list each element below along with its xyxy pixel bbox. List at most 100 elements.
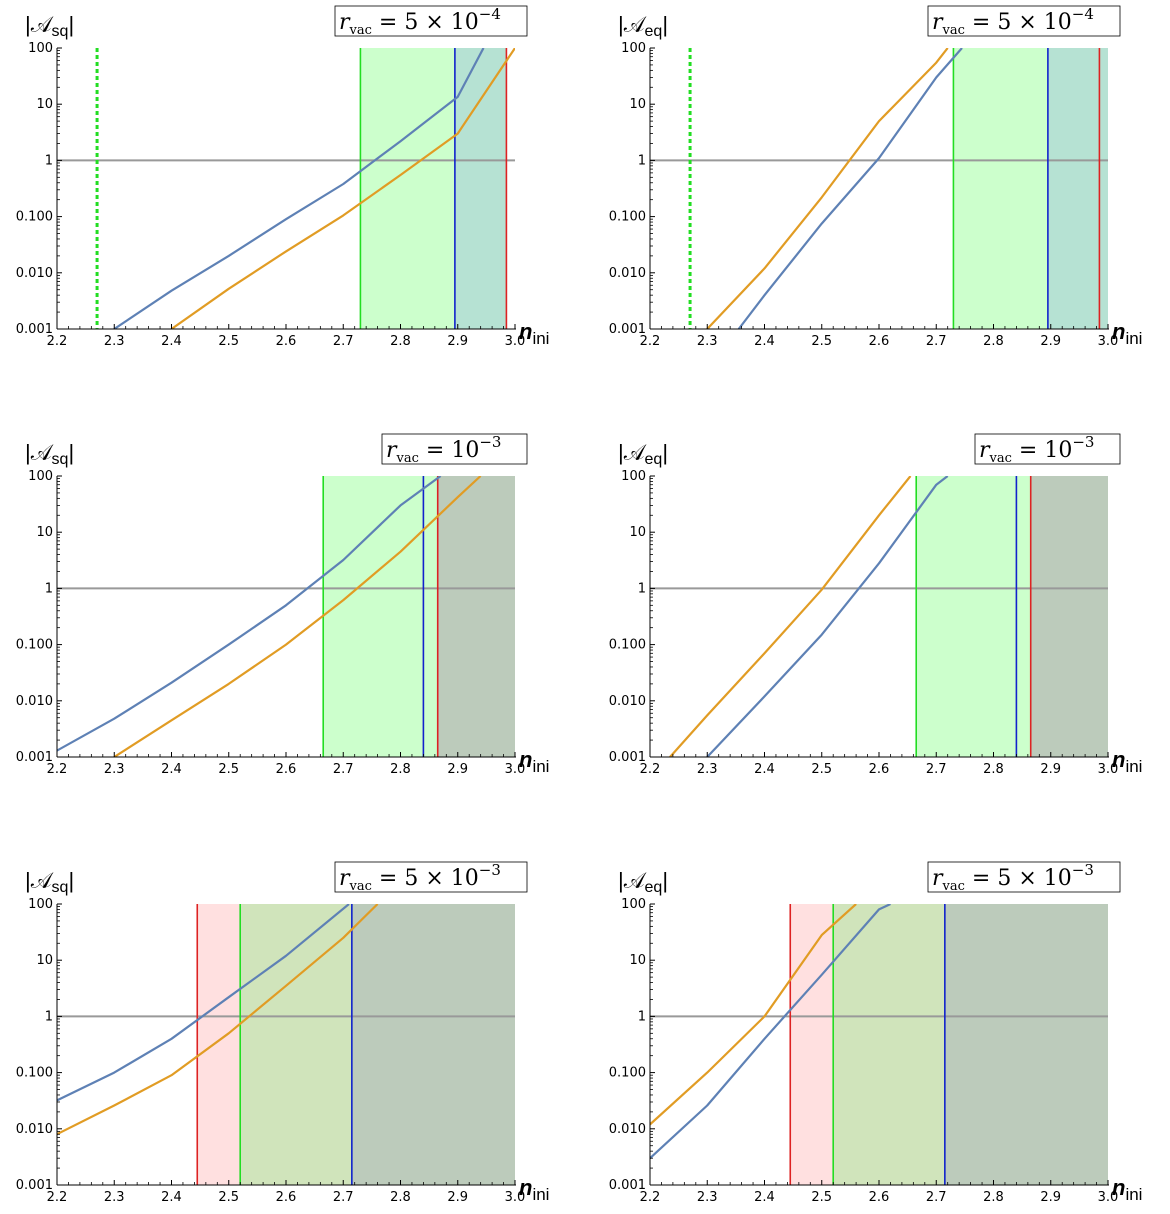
y-tick-label: 10	[36, 525, 53, 540]
x-axis-label: nini	[519, 747, 549, 776]
shaded-region-2	[240, 904, 352, 1185]
shaded-region-3	[944, 904, 1108, 1185]
x-tick-label: 2.7	[333, 762, 354, 777]
x-axis-label: nini	[1112, 747, 1142, 776]
x-tick-label: 2.6	[276, 1190, 297, 1205]
x-tick-label: 2.8	[390, 762, 411, 777]
y-tick-label: 0.010	[609, 266, 646, 281]
curve-2	[113, 476, 482, 757]
x-tick-label: 2.4	[754, 334, 775, 349]
shaded-region-3	[351, 904, 515, 1185]
x-tick-label: 2.9	[447, 1190, 468, 1205]
curve-2	[57, 904, 379, 1136]
x-axis-label: nini	[519, 1175, 549, 1204]
shaded-region-2	[833, 904, 945, 1185]
y-axis-label: |𝒜eq|	[618, 868, 668, 896]
x-tick-label: 2.3	[697, 762, 718, 777]
x-tick-label: 2.7	[926, 762, 947, 777]
annotation-label: rvac = 5 × 10−4	[932, 5, 1094, 38]
shaded-region-2	[1030, 476, 1108, 757]
x-tick-label: 2.2	[640, 762, 661, 777]
x-tick-label: 2.9	[1040, 762, 1061, 777]
x-tick-label: 2.2	[640, 334, 661, 349]
panel-3: 2.2 2.3 2.4 2.5 2.6 2.7 2.8 2.9 3.0 0.001 0.010 0.1…	[16, 433, 550, 777]
y-tick-label: 10	[36, 953, 53, 968]
x-tick-label: 2.6	[276, 762, 297, 777]
x-tick-label: 2.4	[161, 1190, 182, 1205]
y-tick-label: 10	[629, 953, 646, 968]
y-tick-label: 0.100	[16, 638, 53, 653]
annotation-box	[974, 433, 1121, 465]
annotation-box	[927, 861, 1121, 893]
x-tick-label: 3.0	[505, 1190, 526, 1205]
x-tick-label: 2.3	[697, 1190, 718, 1205]
x-tick-label: 2.3	[697, 334, 718, 349]
annotation-label: rvac = 5 × 10−3	[339, 861, 501, 894]
panel-4: 2.2 2.3 2.4 2.5 2.6 2.7 2.8 2.9 3.0 0.001 0.010 0.1…	[609, 433, 1143, 777]
shaded-region-2	[437, 476, 515, 757]
x-tick-label: 2.8	[983, 762, 1004, 777]
y-tick-label: 0.100	[609, 638, 646, 653]
x-tick-label: 2.7	[333, 334, 354, 349]
annotation-label: rvac = 10−3	[979, 433, 1094, 466]
x-tick-label: 2.6	[869, 762, 890, 777]
annotation-box	[334, 5, 528, 37]
y-tick-label: 0.010	[609, 694, 646, 709]
x-tick-label: 2.9	[1040, 334, 1061, 349]
x-tick-label: 2.4	[754, 762, 775, 777]
x-tick-label: 2.7	[333, 1190, 354, 1205]
y-tick-label: 1	[638, 1009, 646, 1024]
x-tick-label: 2.6	[869, 1190, 890, 1205]
y-tick-label: 1	[45, 1009, 53, 1024]
x-tick-label: 3.0	[1098, 334, 1119, 349]
shaded-region-1	[790, 904, 834, 1185]
y-tick-label: 0.010	[16, 694, 53, 709]
annotation-box	[334, 861, 528, 893]
panel-1: 2.2 2.3 2.4 2.5 2.6 2.7 2.8 2.9 3.0 0.001 0.010 0.1…	[16, 5, 550, 349]
y-tick-label: 0.001	[16, 750, 53, 765]
y-axis-label: |𝒜eq|	[618, 12, 668, 40]
curve-2	[170, 48, 515, 329]
x-tick-label: 2.8	[983, 1190, 1004, 1205]
y-tick-label: 0.001	[16, 322, 53, 337]
curve-2	[706, 476, 949, 757]
shaded-region-1	[197, 904, 241, 1185]
x-tick-label: 2.9	[447, 334, 468, 349]
x-tick-label: 2.7	[926, 334, 947, 349]
y-tick-label: 100	[621, 469, 646, 484]
y-tick-label: 100	[621, 897, 646, 912]
y-tick-label: 0.010	[609, 1122, 646, 1137]
shaded-region-2	[454, 48, 507, 329]
x-tick-label: 2.5	[218, 334, 239, 349]
y-axis-label: |𝒜eq|	[618, 440, 668, 468]
x-tick-label: 2.2	[640, 1190, 661, 1205]
curve-1	[57, 476, 442, 752]
x-tick-label: 2.5	[811, 1190, 832, 1205]
y-tick-label: 10	[629, 97, 646, 112]
x-axis-label: nini	[1112, 319, 1142, 348]
x-tick-label: 2.6	[276, 334, 297, 349]
annotation-label: rvac = 5 × 10−3	[932, 861, 1094, 894]
curve-1	[57, 904, 350, 1102]
y-tick-label: 1	[638, 153, 646, 168]
y-tick-label: 1	[45, 153, 53, 168]
x-tick-label: 2.9	[447, 762, 468, 777]
shaded-region-1	[916, 476, 1031, 757]
x-tick-label: 3.0	[505, 762, 526, 777]
x-tick-label: 2.4	[161, 762, 182, 777]
y-tick-label: 100	[28, 469, 53, 484]
curve-2	[650, 904, 891, 1160]
x-tick-label: 2.2	[47, 762, 68, 777]
y-tick-label: 0.001	[16, 1178, 53, 1193]
y-tick-label: 0.100	[16, 210, 53, 225]
x-tick-label: 3.0	[1098, 762, 1119, 777]
shaded-region-2	[1047, 48, 1108, 329]
x-tick-label: 2.2	[47, 1190, 68, 1205]
y-tick-label: 10	[36, 97, 53, 112]
annotation-box	[927, 5, 1121, 37]
x-tick-label: 2.5	[811, 762, 832, 777]
curve-1	[113, 48, 485, 329]
y-axis-label: |𝒜sq|	[25, 12, 74, 40]
shaded-region-1	[953, 48, 1048, 329]
